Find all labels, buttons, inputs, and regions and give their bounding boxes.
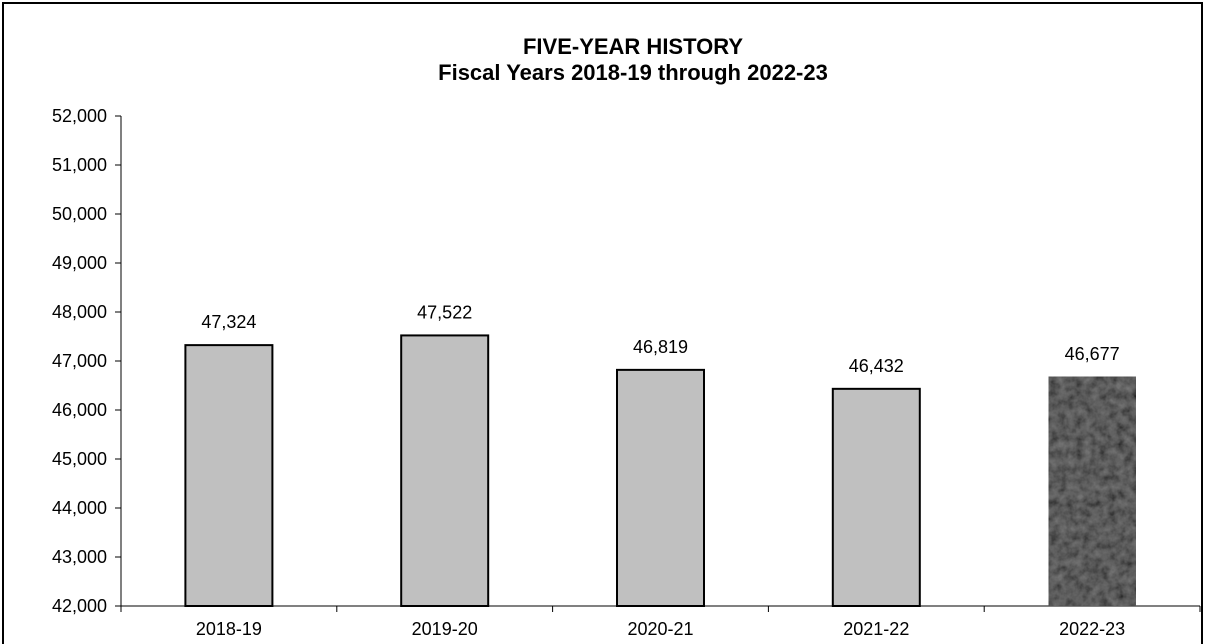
bar-2018-19 (184, 344, 274, 607)
y-tick-label: 47,000 (52, 351, 107, 371)
x-tick-label-2022-23: 2022-23 (1059, 619, 1125, 639)
bar-2020-21 (616, 368, 705, 607)
data-label-2022-23: 46,677 (1065, 344, 1120, 364)
x-tick-label-2021-22: 2021-22 (843, 619, 909, 639)
x-axis: 2018-19 2019-20 2020-21 2021-22 2022-23 (120, 605, 1201, 639)
x-tick-label-2018-19: 2018-19 (196, 619, 262, 639)
bar-2019-20 (400, 334, 490, 607)
y-tick-label: 49,000 (52, 253, 107, 273)
x-tick-label-2019-20: 2019-20 (412, 619, 478, 639)
bar-2022-23 (1047, 375, 1137, 607)
y-tick-label: 45,000 (52, 449, 107, 469)
y-tick-label: 43,000 (52, 547, 107, 567)
y-tick-label: 51,000 (52, 155, 107, 175)
chart-subtitle: Fiscal Years 2018-19 through 2022-23 (438, 60, 828, 85)
y-tick-label: 48,000 (52, 302, 107, 322)
y-tick-label: 44,000 (52, 498, 107, 518)
chart-title: FIVE-YEAR HISTORY (523, 34, 743, 59)
y-tick-label: 46,000 (52, 400, 107, 420)
y-tick-label: 42,000 (52, 596, 107, 616)
data-label-2021-22: 46,432 (849, 356, 904, 376)
data-label-2018-19: 47,324 (201, 312, 256, 332)
bars (184, 334, 1137, 607)
data-labels: 47,324 47,522 46,819 46,432 46,677 (201, 302, 1119, 375)
x-tick-label-2020-21: 2020-21 (627, 619, 693, 639)
y-tick-label: 50,000 (52, 204, 107, 224)
y-tick-label: 52,000 (52, 106, 107, 126)
y-axis: 42,000 43,000 44,000 45,000 46,000 47,000 48,0… (52, 106, 122, 616)
data-label-2019-20: 47,522 (417, 302, 472, 322)
bar-2021-22 (831, 387, 921, 607)
data-label-2020-21: 46,819 (633, 337, 688, 357)
